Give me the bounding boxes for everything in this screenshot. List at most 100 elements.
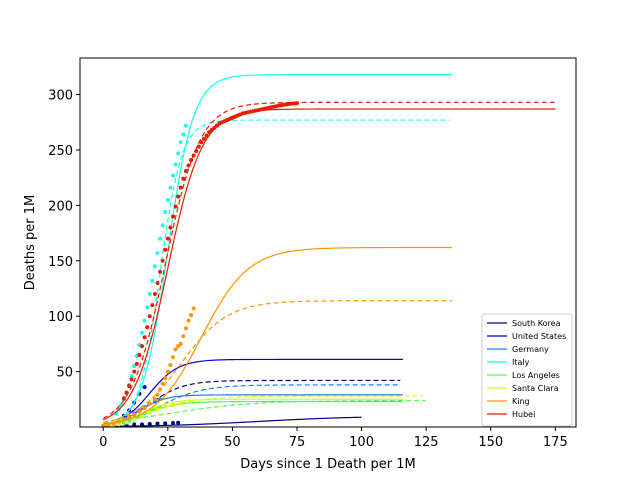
series-king-point <box>111 421 116 426</box>
series-hubei-point <box>199 140 204 145</box>
series-hubei-fit-line <box>103 108 556 421</box>
series-king-point <box>163 376 168 381</box>
series-hubei-point <box>132 369 137 374</box>
series-king-point <box>186 318 191 323</box>
series-hubei-point <box>155 280 160 285</box>
series-germany-dashed-fit <box>103 384 401 425</box>
series-hubei-point <box>171 214 175 219</box>
x-tick-label: 150 <box>478 435 503 450</box>
series-italy-point <box>176 151 181 156</box>
series-hubei-point <box>127 384 132 388</box>
series-hubei-point <box>189 157 194 162</box>
legend-label-united-states: United States <box>512 332 566 341</box>
series-south-korea-point <box>176 420 181 425</box>
y-tick-label: 250 <box>48 144 73 159</box>
series-south-korea-point <box>155 421 160 426</box>
legend-label-king: King <box>512 397 530 406</box>
series-italy-point <box>183 123 188 128</box>
y-tick-label: 300 <box>48 89 73 104</box>
x-tick-label: 0 <box>99 435 107 450</box>
series-hubei <box>102 101 556 421</box>
series-hubei-point <box>196 144 201 149</box>
series-king-point <box>142 406 147 411</box>
series-hubei-point <box>165 236 170 241</box>
series-italy-fit-line <box>103 74 452 426</box>
series-santa-clara-point <box>147 410 152 415</box>
series-hubei-point <box>173 204 178 209</box>
series-santa-clara-point <box>163 404 168 409</box>
series-hubei-point <box>152 292 157 297</box>
series-king-point <box>181 334 186 339</box>
series-united-states-point <box>142 385 147 390</box>
series-south-korea-point <box>171 421 175 426</box>
series-italy-point <box>165 197 170 202</box>
series-italy-point <box>145 305 150 310</box>
series-hubei-point <box>160 258 165 263</box>
series-king-point <box>101 423 106 427</box>
series-hubei-point <box>183 169 188 174</box>
series-king-point <box>165 369 170 374</box>
series-king-point <box>121 417 126 422</box>
x-ticks: 0 25 50 75 100 125 150 175 <box>99 427 568 450</box>
series-santa-clara-fit-line <box>103 398 403 426</box>
series-hubei-point <box>134 361 139 366</box>
series-king-point <box>116 419 121 424</box>
series-hubei-point <box>295 101 299 106</box>
series-italy-point <box>173 162 178 167</box>
series-hubei-point <box>158 269 163 274</box>
series-king-point <box>137 409 142 414</box>
series-hubei-point <box>142 335 147 340</box>
series-hubei-point <box>147 314 152 319</box>
series-united-states-fit-line <box>103 358 403 426</box>
x-tick-label: 100 <box>349 435 374 450</box>
series-santa-clara-point <box>178 401 183 406</box>
y-tick-label: 200 <box>48 199 73 214</box>
series-santa-clara <box>101 395 424 427</box>
series-germany-fit-line <box>103 394 403 426</box>
series-hubei-dashed-fit <box>102 101 556 419</box>
series-santa-clara-dashed-fit <box>103 395 424 424</box>
legend-label-germany: Germany <box>512 345 549 354</box>
x-axis-label: Days since 1 Death per 1M <box>240 457 416 472</box>
legend-box <box>481 313 573 427</box>
plot-area <box>101 74 556 427</box>
series-italy-point <box>150 278 155 283</box>
x-tick-label: 25 <box>160 435 177 450</box>
series-los-angeles-dashed-fit <box>103 399 427 423</box>
series-italy-point <box>178 140 183 145</box>
series-hubei-point <box>176 194 181 199</box>
series-santa-clara-point <box>132 417 137 422</box>
series-italy-point <box>158 236 163 241</box>
series-south-korea-point <box>147 422 152 427</box>
series-king-point <box>132 412 137 417</box>
axes: 0 25 50 75 100 125 150 175 50 100 150 200 250 300 Da… <box>23 57 577 472</box>
series-south-korea-point <box>140 422 144 427</box>
series-italy-dashed-fit <box>103 119 450 427</box>
y-tick-label: 100 <box>48 310 73 325</box>
series-south-korea-point <box>132 422 137 427</box>
series-hubei-point <box>137 352 142 357</box>
series-south-korea-dashed-fit <box>103 379 401 425</box>
y-tick-label: 150 <box>48 255 73 270</box>
series-south-korea-fit-line <box>103 416 362 427</box>
axes-frame <box>79 57 577 428</box>
y-tick-label: 50 <box>56 366 73 381</box>
series-hubei-point <box>204 133 209 138</box>
series-hubei-point <box>181 176 186 181</box>
series-santa-clara-point <box>140 414 144 419</box>
series-italy-point <box>163 210 168 215</box>
series-king-point <box>155 392 160 397</box>
series-king-point <box>189 313 194 318</box>
series-italy-point <box>129 374 134 379</box>
series-king-fit-line <box>103 246 452 425</box>
x-tick-label: 50 <box>224 435 241 450</box>
series-italy-point <box>142 318 147 323</box>
legend: South Korea United States Germany Italy Los … <box>481 313 573 427</box>
series-king-point <box>168 362 173 367</box>
series-santa-clara-point <box>116 422 121 427</box>
series-hubei-point <box>194 149 199 154</box>
series-king-point <box>127 415 132 420</box>
series-king-point <box>158 387 163 392</box>
series-king-point <box>171 355 175 360</box>
series-hubei-point <box>186 163 191 168</box>
